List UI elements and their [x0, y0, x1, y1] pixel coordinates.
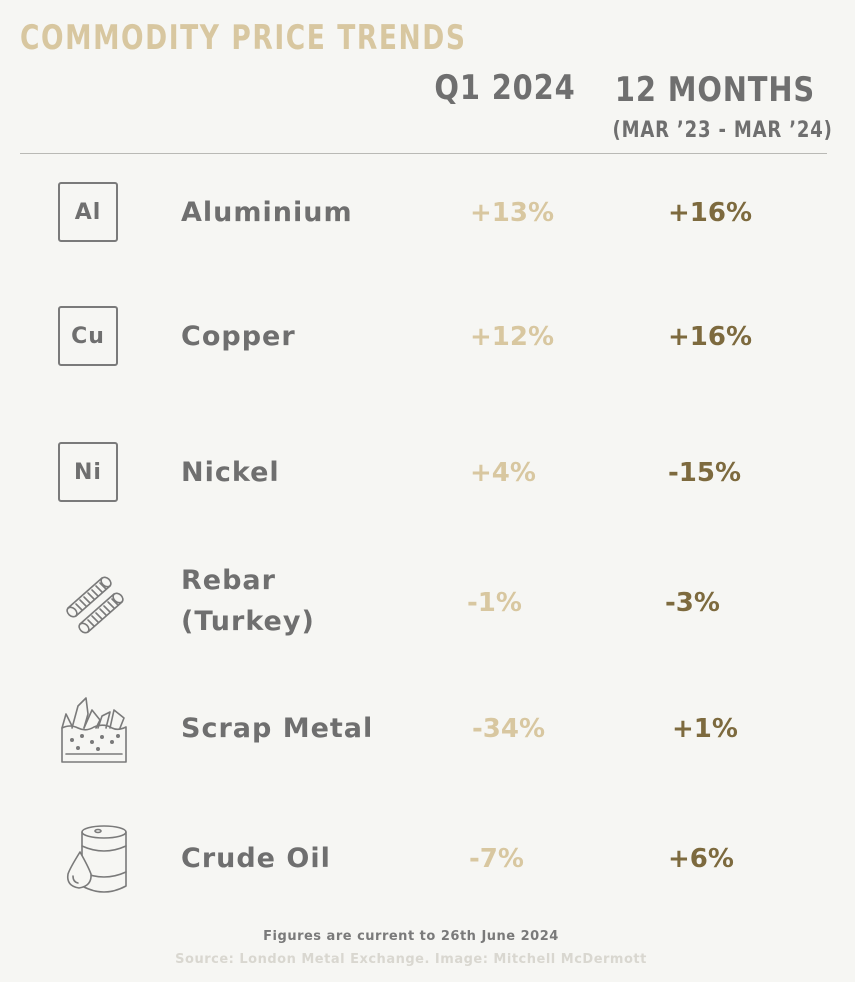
- twelve-month-change-value: +16%: [668, 198, 753, 228]
- twelve-month-change-value: +6%: [668, 844, 734, 874]
- rebar-icon: [60, 566, 130, 636]
- twelve-month-change-value: +1%: [672, 714, 738, 744]
- column-header-q1: Q1 2024: [434, 68, 576, 108]
- source-credit: Source: London Metal Exchange. Image: Mi…: [175, 952, 647, 967]
- twelve-month-change-value: +16%: [668, 322, 753, 352]
- commodity-name: Nickel: [181, 457, 280, 488]
- scrap-metal-icon: [58, 692, 130, 764]
- q1-change-value: +12%: [470, 322, 555, 352]
- column-header-12-months: 12 MONTHS: [614, 70, 816, 110]
- element-symbol: Ni: [58, 442, 118, 502]
- commodity-name: Crude Oil: [181, 843, 331, 874]
- nickel-element-icon: Ni: [56, 440, 124, 508]
- commodity-name-line-1: Rebar: [181, 565, 276, 596]
- header-divider: [20, 153, 827, 154]
- commodity-name: Scrap Metal: [181, 713, 374, 744]
- twelve-month-change-value: -3%: [665, 588, 720, 618]
- commodity-name: Aluminium: [181, 197, 353, 228]
- q1-change-value: +4%: [470, 458, 536, 488]
- column-header-12-months-range: (MAR ’23 - MAR ’24): [612, 118, 833, 143]
- commodity-name-line-2: (Turkey): [181, 606, 315, 637]
- q1-change-value: +13%: [470, 198, 555, 228]
- oil-barrel-icon: [62, 822, 132, 896]
- commodity-name: Copper: [181, 321, 296, 352]
- aluminium-element-icon: Al: [56, 180, 124, 248]
- q1-change-value: -1%: [467, 588, 522, 618]
- q1-change-value: -7%: [469, 844, 524, 874]
- element-symbol: Cu: [58, 306, 118, 366]
- q1-change-value: -34%: [472, 714, 546, 744]
- element-symbol: Al: [58, 182, 118, 242]
- copper-element-icon: Cu: [56, 304, 124, 372]
- page-title: COMMODITY PRICE TRENDS: [20, 18, 467, 58]
- twelve-month-change-value: -15%: [668, 458, 742, 488]
- figures-current-note: Figures are current to 26th June 2024: [263, 929, 559, 944]
